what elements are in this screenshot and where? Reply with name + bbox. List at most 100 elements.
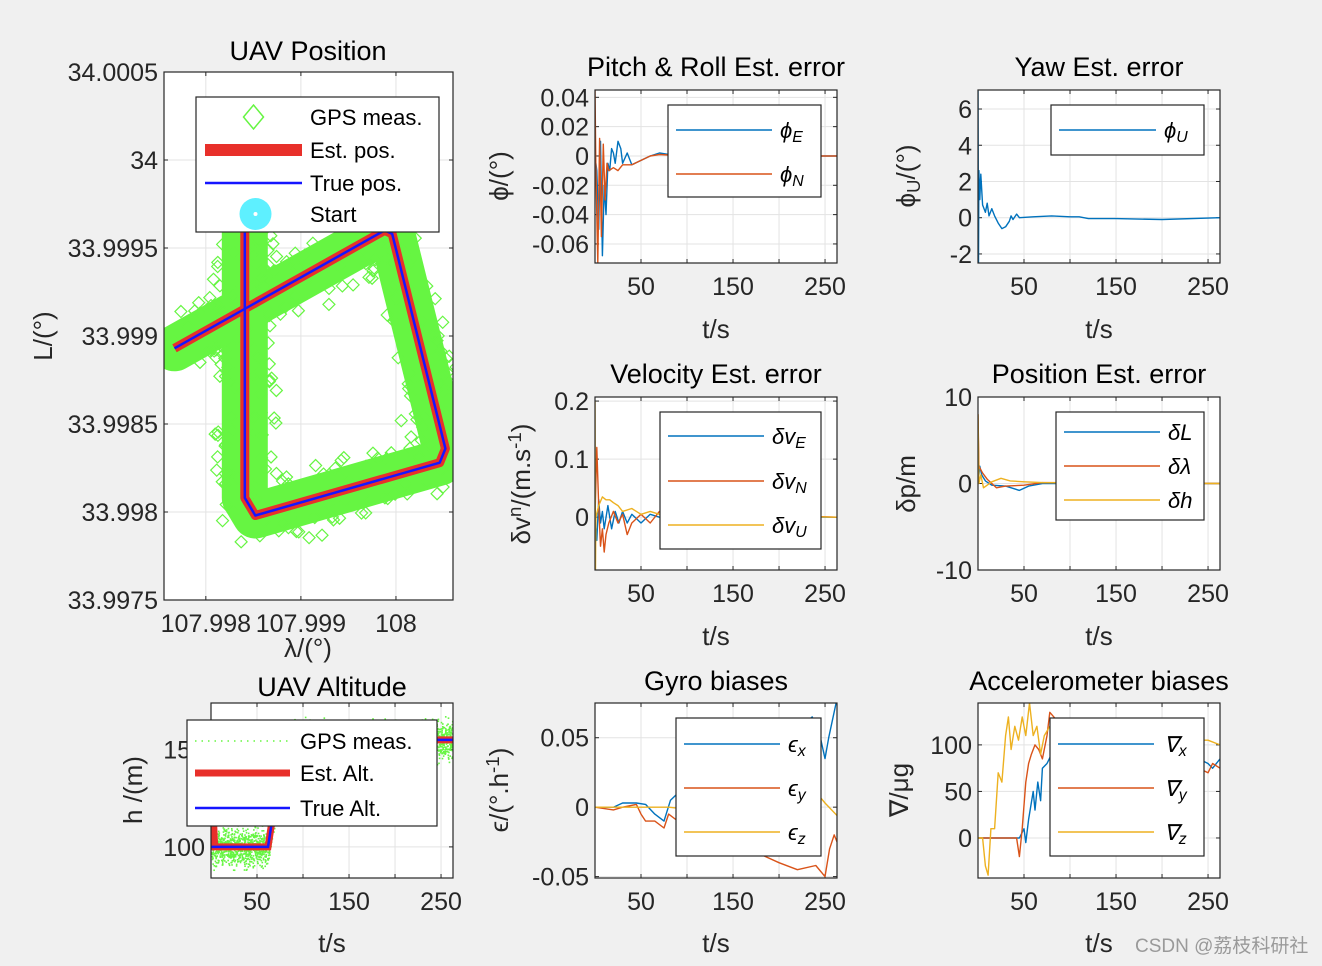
gps-meas-marker (400, 487, 415, 501)
gps-meas-dot (236, 840, 239, 842)
gps-meas-dot (239, 856, 242, 859)
y-tick-label: 0 (575, 794, 589, 822)
gps-meas-dot (438, 750, 440, 752)
gps-meas-dot (447, 751, 449, 753)
series-line-δvN (595, 446, 837, 553)
y-tick-label: -0.04 (532, 202, 589, 230)
gps-meas-dot (264, 841, 266, 844)
legend-start-marker-center (253, 212, 258, 216)
gps-meas-marker (214, 357, 229, 372)
legend-label: ϵx (788, 732, 807, 760)
gps-meas-marker (258, 462, 273, 476)
series-line-δλ (978, 414, 1220, 489)
gps-meas-dot (451, 747, 453, 749)
x-tick-label: 250 (420, 888, 462, 916)
axes-box (594, 702, 838, 879)
gps-meas-marker (164, 346, 179, 361)
legend-label: ∇x (1164, 732, 1188, 760)
gps-meas-dot (445, 748, 448, 751)
legend: ϕU (1050, 104, 1205, 156)
x-tick-label: 50 (627, 580, 655, 608)
gps-meas-dot (268, 857, 270, 860)
gps-meas-dot (267, 851, 270, 854)
gps-meas-marker (221, 465, 236, 480)
x-tick-label: 50 (1010, 888, 1038, 916)
gps-meas-marker (248, 425, 262, 439)
gps-meas-dot (447, 733, 449, 736)
gps-meas-dot (245, 862, 248, 865)
legend-box (675, 717, 822, 857)
gps-meas-dot (254, 833, 257, 835)
gps-meas-dot (221, 842, 224, 844)
legend-label: δL (1168, 420, 1192, 445)
y-tick-label: 0.05 (540, 725, 589, 753)
gps-meas-dot (442, 726, 445, 729)
gps-meas-dot (223, 854, 225, 857)
superscript: -1 (482, 756, 503, 773)
gps-meas-dot (220, 841, 223, 843)
gps-meas-dot (263, 839, 265, 842)
gps-meas-marker (408, 231, 423, 246)
y-tick-label: 100 (163, 834, 205, 862)
gps-meas-dot (254, 826, 257, 829)
gps-meas-dot (247, 828, 249, 831)
x-tick-label: 250 (804, 580, 846, 608)
label-part: ϵ (788, 820, 799, 845)
gps-meas-dot (261, 861, 264, 864)
gps-meas-dot (239, 861, 242, 864)
chart-position-error: 50 150 250 -10 0 10 Position Est. error t/s δp/m… (891, 359, 1229, 651)
gps-meas-dot (220, 838, 223, 841)
gps-meas-marker (166, 334, 181, 349)
gps-meas-marker (224, 409, 239, 424)
gps-meas-dot (219, 856, 222, 858)
gps-meas-marker (361, 249, 376, 263)
gps-meas-dot (247, 850, 249, 853)
gps-meas-dot (450, 728, 453, 730)
gps-meas-dot (215, 856, 218, 859)
gps-meas-dot (448, 731, 450, 733)
gps-meas-dot (249, 852, 252, 855)
gps-meas-marker (308, 458, 323, 473)
gps-meas-dot (441, 749, 443, 751)
label-part: λ/(°) (284, 633, 332, 663)
gps-meas-marker (321, 496, 336, 511)
gps-meas-dot (446, 732, 449, 734)
gps-meas-marker (234, 534, 248, 549)
gps-meas-marker (228, 293, 242, 308)
gps-meas-dot (224, 834, 227, 836)
gps-meas-dot (244, 865, 246, 868)
gps-meas-dot (238, 857, 240, 860)
y-axis-label: L/(°) (28, 311, 58, 360)
gps-meas-marker (431, 375, 446, 390)
subscript: y (797, 787, 807, 804)
gps-meas-dot (448, 761, 451, 764)
gps-meas-marker (267, 411, 282, 425)
gps-meas-dot (237, 849, 240, 852)
gps-meas-dot (219, 838, 221, 841)
gps-meas-dot (221, 856, 223, 858)
chart-title: UAV Altitude (257, 672, 407, 702)
gps-meas-dot (444, 748, 446, 751)
gps-meas-dot (447, 756, 450, 759)
gps-meas-dot (222, 827, 225, 829)
gps-meas-dot (447, 748, 450, 751)
gps-meas-dot (267, 858, 269, 860)
gps-meas-dot (244, 834, 246, 836)
gps-meas-marker (215, 513, 230, 528)
gps-meas-marker (335, 279, 350, 293)
gps-meas-dot (445, 734, 448, 736)
label-part: δp/m (891, 455, 921, 513)
gps-meas-dot (256, 858, 259, 860)
legend-box (195, 96, 440, 233)
gps-meas-dot (223, 828, 226, 830)
label-part: t/s (1085, 621, 1112, 651)
gps-meas-marker (426, 328, 441, 343)
x-tick-label: 50 (627, 888, 655, 916)
gps-meas-dot (451, 733, 453, 735)
gps-meas-marker (254, 387, 268, 401)
gps-meas-dot (264, 859, 267, 861)
label-part: ϵ (788, 776, 799, 801)
gps-meas-marker (219, 497, 234, 512)
label-part: δL (1168, 420, 1192, 445)
